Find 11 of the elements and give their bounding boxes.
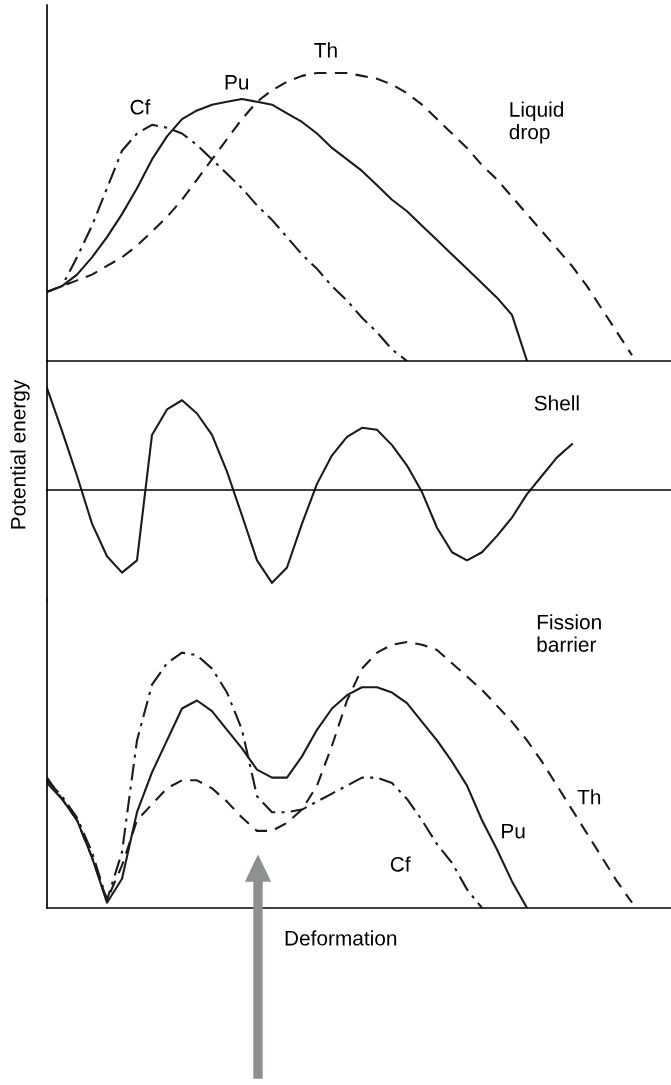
chart-title: Shell	[534, 395, 579, 411]
chart-title: Fission barrier	[537, 614, 601, 652]
series-label: Th	[577, 789, 601, 805]
series-label: Th	[314, 42, 337, 58]
series-label: Cf	[130, 99, 151, 115]
text: Liquid drop	[509, 101, 564, 144]
series-label: Pu	[225, 75, 249, 90]
x-axis-title: Deformation	[285, 930, 397, 946]
y-axis-title: Potential energy	[10, 379, 30, 529]
series-label: Cf	[390, 856, 411, 872]
series-label: Pu	[502, 823, 525, 839]
